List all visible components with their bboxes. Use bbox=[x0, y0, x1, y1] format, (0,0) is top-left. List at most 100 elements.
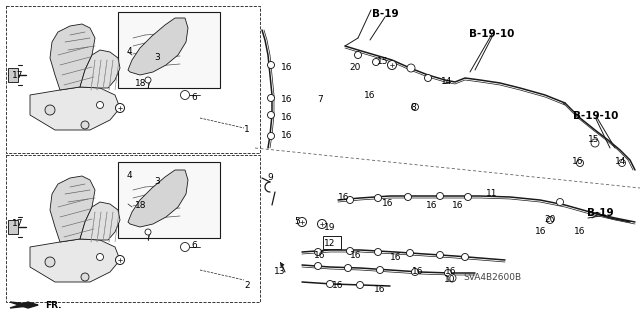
Text: 7: 7 bbox=[317, 95, 323, 105]
Circle shape bbox=[374, 195, 381, 202]
Polygon shape bbox=[50, 24, 95, 90]
Circle shape bbox=[445, 270, 451, 277]
Text: 4: 4 bbox=[126, 172, 132, 181]
Bar bbox=[6, 155, 260, 302]
Text: 17: 17 bbox=[12, 70, 24, 79]
Text: 16: 16 bbox=[382, 198, 394, 207]
Text: 16: 16 bbox=[445, 268, 457, 277]
Text: 18: 18 bbox=[135, 202, 147, 211]
Polygon shape bbox=[10, 302, 38, 308]
Circle shape bbox=[355, 51, 362, 58]
Circle shape bbox=[326, 280, 333, 287]
Circle shape bbox=[465, 194, 472, 201]
Circle shape bbox=[145, 77, 151, 83]
Circle shape bbox=[298, 218, 307, 226]
Bar bbox=[8, 68, 18, 82]
Polygon shape bbox=[80, 202, 120, 240]
Polygon shape bbox=[10, 302, 38, 308]
Circle shape bbox=[591, 139, 599, 147]
Polygon shape bbox=[30, 87, 120, 130]
Bar bbox=[118, 12, 220, 88]
Text: 16: 16 bbox=[281, 63, 292, 71]
Text: 16: 16 bbox=[350, 250, 362, 259]
Text: 10: 10 bbox=[444, 276, 456, 285]
Text: 16: 16 bbox=[374, 285, 386, 293]
Text: B-19-10: B-19-10 bbox=[469, 29, 515, 39]
Text: 1: 1 bbox=[244, 125, 250, 135]
Circle shape bbox=[45, 257, 55, 267]
Circle shape bbox=[115, 256, 125, 264]
Circle shape bbox=[180, 242, 189, 251]
Text: 3: 3 bbox=[154, 177, 160, 187]
Text: 16: 16 bbox=[572, 158, 584, 167]
Text: 16: 16 bbox=[426, 201, 438, 210]
Text: 16: 16 bbox=[281, 95, 292, 105]
Circle shape bbox=[376, 266, 383, 273]
Text: 3: 3 bbox=[154, 54, 160, 63]
Text: 6: 6 bbox=[191, 241, 197, 250]
Circle shape bbox=[314, 249, 321, 256]
Circle shape bbox=[344, 264, 351, 271]
Polygon shape bbox=[128, 18, 188, 75]
Circle shape bbox=[45, 105, 55, 115]
Text: 16: 16 bbox=[535, 227, 547, 236]
Circle shape bbox=[436, 192, 444, 199]
Text: 15: 15 bbox=[377, 57, 388, 66]
Text: 16: 16 bbox=[339, 194, 349, 203]
Circle shape bbox=[97, 254, 104, 261]
Text: 14: 14 bbox=[615, 158, 627, 167]
Text: SVA4B2600B: SVA4B2600B bbox=[463, 272, 521, 281]
Circle shape bbox=[404, 194, 412, 201]
Circle shape bbox=[387, 61, 397, 70]
Text: 16: 16 bbox=[281, 131, 292, 140]
Text: 4: 4 bbox=[126, 48, 132, 56]
Text: 5: 5 bbox=[294, 218, 300, 226]
Text: 14: 14 bbox=[442, 78, 452, 86]
Text: 11: 11 bbox=[486, 189, 498, 198]
Circle shape bbox=[461, 254, 468, 261]
Polygon shape bbox=[30, 239, 120, 282]
Circle shape bbox=[372, 58, 380, 65]
Text: 9: 9 bbox=[267, 174, 273, 182]
Text: 16: 16 bbox=[390, 254, 402, 263]
Text: B-19: B-19 bbox=[587, 208, 613, 218]
Text: 16: 16 bbox=[574, 226, 586, 235]
Circle shape bbox=[412, 103, 419, 110]
Text: FR.: FR. bbox=[45, 300, 61, 309]
Text: 13: 13 bbox=[275, 268, 285, 277]
Text: 16: 16 bbox=[452, 202, 464, 211]
Circle shape bbox=[268, 132, 275, 139]
Circle shape bbox=[557, 198, 563, 205]
Polygon shape bbox=[50, 176, 95, 242]
Circle shape bbox=[356, 281, 364, 288]
Circle shape bbox=[180, 91, 189, 100]
Circle shape bbox=[424, 75, 431, 81]
Text: 2: 2 bbox=[244, 280, 250, 290]
Bar bbox=[8, 220, 18, 234]
Circle shape bbox=[436, 251, 444, 258]
Text: 12: 12 bbox=[324, 240, 336, 249]
Circle shape bbox=[374, 249, 381, 256]
Text: 6: 6 bbox=[191, 93, 197, 102]
Circle shape bbox=[268, 112, 275, 118]
Text: 15: 15 bbox=[588, 136, 600, 145]
Text: 16: 16 bbox=[332, 280, 344, 290]
Circle shape bbox=[81, 273, 89, 281]
Circle shape bbox=[547, 217, 554, 224]
Text: 18: 18 bbox=[135, 79, 147, 88]
Text: 20: 20 bbox=[349, 63, 361, 71]
Circle shape bbox=[346, 197, 353, 204]
Text: B-19-10: B-19-10 bbox=[573, 111, 619, 121]
Circle shape bbox=[406, 249, 413, 256]
Text: 16: 16 bbox=[314, 250, 326, 259]
Circle shape bbox=[97, 101, 104, 108]
Polygon shape bbox=[80, 50, 120, 88]
Circle shape bbox=[577, 160, 584, 167]
Text: 20: 20 bbox=[544, 214, 556, 224]
Circle shape bbox=[268, 62, 275, 69]
Circle shape bbox=[268, 94, 275, 101]
Circle shape bbox=[448, 274, 456, 282]
Circle shape bbox=[314, 263, 321, 270]
Circle shape bbox=[407, 64, 415, 72]
Text: 16: 16 bbox=[281, 113, 292, 122]
